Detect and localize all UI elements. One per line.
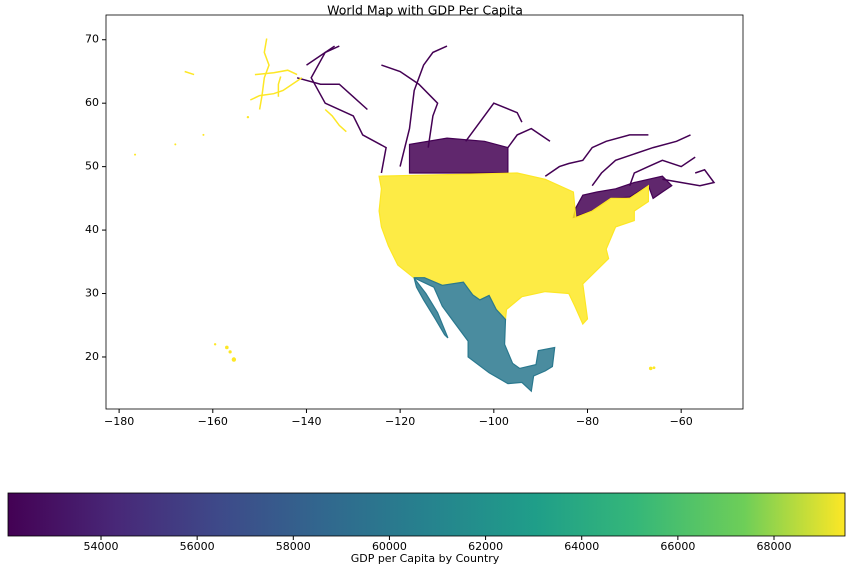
y-tick-label: 40 <box>85 223 99 236</box>
y-tick-label: 70 <box>85 33 99 46</box>
colorbar-tick-label: 66000 <box>660 540 695 553</box>
country-roads <box>662 168 716 187</box>
colorbar <box>7 492 846 537</box>
colorbar-tick-label: 54000 <box>84 540 119 553</box>
colorbar-tick-label: 56000 <box>180 540 215 553</box>
country-roads <box>254 69 298 76</box>
country-roads <box>648 366 653 371</box>
country-roads <box>652 366 656 370</box>
country-roads <box>202 133 205 136</box>
country-roads <box>413 277 556 393</box>
x-tick-label: −100 <box>479 415 509 428</box>
country-roads <box>591 134 691 187</box>
x-tick-label: −120 <box>385 415 415 428</box>
country-roads <box>231 357 237 362</box>
x-tick-label: −60 <box>670 415 693 428</box>
country-roads <box>246 115 250 119</box>
country-roads <box>408 137 509 174</box>
country-roads <box>258 38 270 110</box>
colorbar-tick-label: 68000 <box>757 540 792 553</box>
country-roads <box>507 127 551 149</box>
colorbar-tick-label: 58000 <box>276 540 311 553</box>
x-tick-label: −140 <box>291 415 321 428</box>
country-roads <box>134 153 137 156</box>
country-roads <box>277 76 282 97</box>
colorbar-tick-label: 64000 <box>564 540 599 553</box>
country-roads <box>324 108 347 133</box>
country-roads <box>381 64 439 148</box>
colorbar-tick-label: 60000 <box>372 540 407 553</box>
y-tick-label: 20 <box>85 350 99 363</box>
y-tick-label: 50 <box>85 160 99 173</box>
country-roads <box>213 343 217 346</box>
country-roads <box>296 77 368 111</box>
country-roads <box>249 77 303 101</box>
country-roads <box>228 350 232 354</box>
country-roads <box>413 277 449 339</box>
x-tick-label: −160 <box>198 415 228 428</box>
country-roads <box>310 45 387 174</box>
axes-frame <box>105 14 744 410</box>
country-roads <box>544 134 649 177</box>
x-tick-label: −180 <box>104 415 134 428</box>
country-roads <box>184 70 195 76</box>
country-roads <box>306 45 336 66</box>
country-roads <box>628 156 696 186</box>
y-tick-label: 60 <box>85 96 99 109</box>
chart-title: World Map with GDP Per Capita <box>327 3 523 18</box>
colorbar-label: GDP per Capita by Country <box>351 552 500 565</box>
country-roads <box>225 345 229 350</box>
colorbar-tick-label: 62000 <box>468 540 503 553</box>
country-roads <box>399 45 448 167</box>
country-roads <box>174 143 177 146</box>
x-tick-label: −80 <box>576 415 599 428</box>
country-roads <box>465 102 523 142</box>
y-tick-label: 30 <box>85 287 99 300</box>
